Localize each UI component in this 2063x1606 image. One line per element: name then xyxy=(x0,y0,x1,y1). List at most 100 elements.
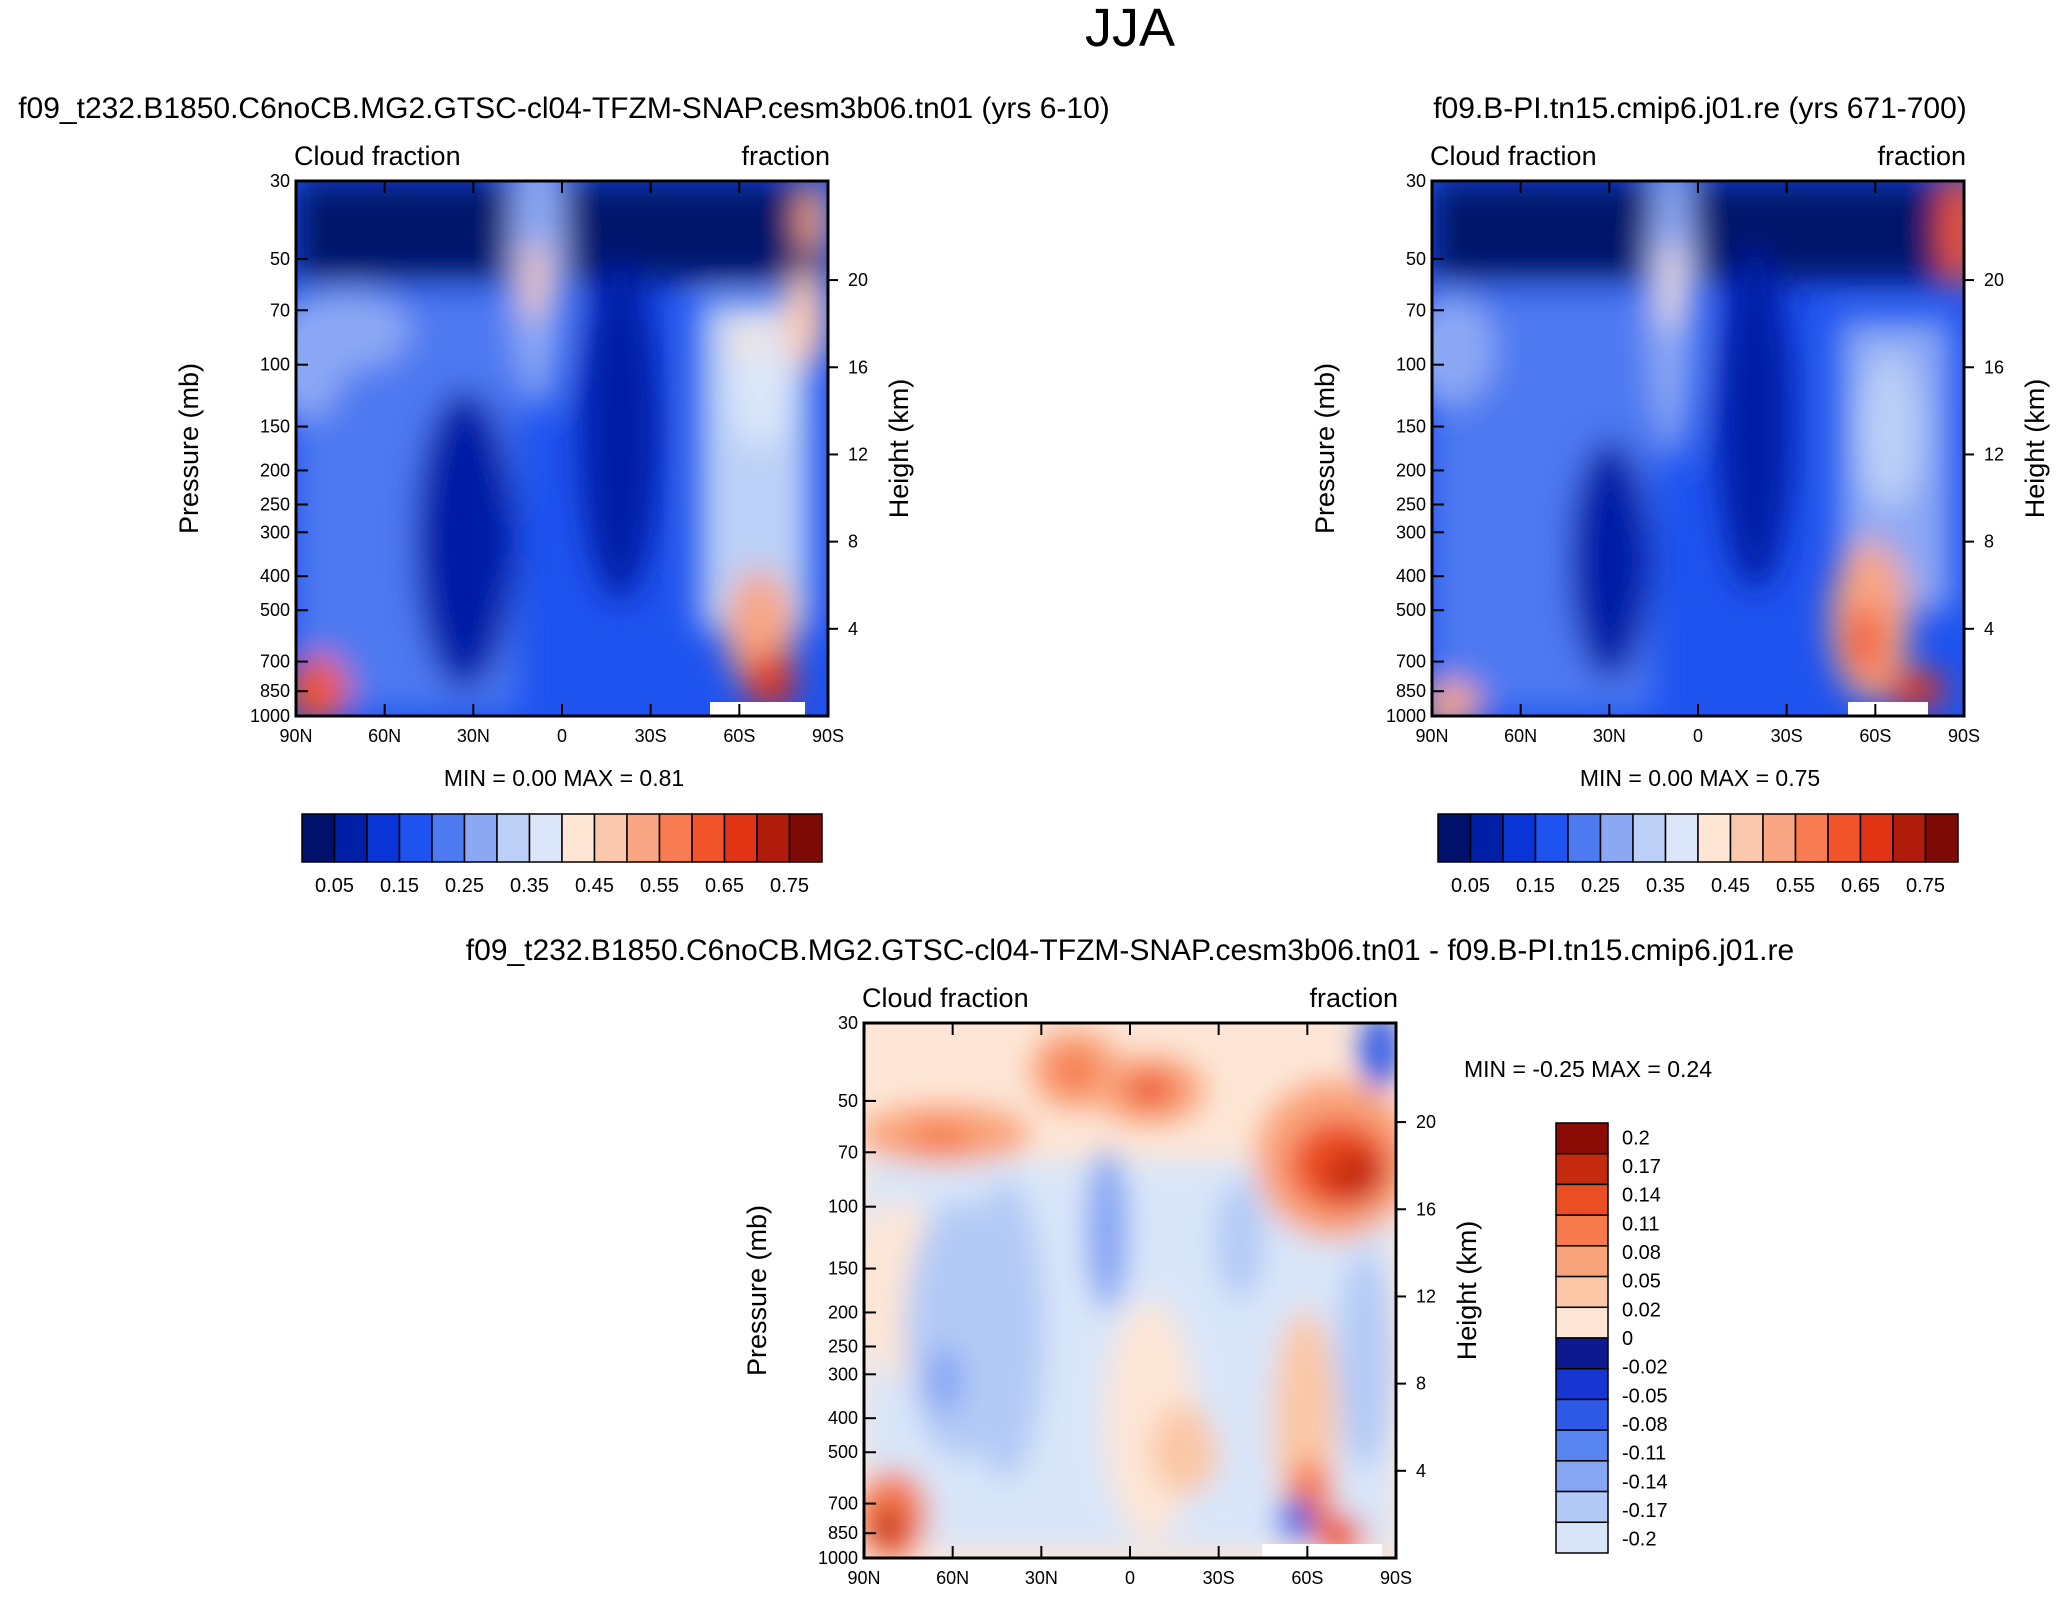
panel-3-y2tick-label: 12 xyxy=(1416,1286,1436,1306)
panel-2-ytick-label: 700 xyxy=(1396,652,1426,672)
panel-1-colorbar: 0.05 0.15 0.25 0.35 0.45 0.55 0.65 0.75 xyxy=(301,813,823,897)
panel-2-ytick-label: 400 xyxy=(1396,566,1426,586)
panel-3-colorbar-box xyxy=(1555,1337,1609,1370)
panel-1-xtick-label: 60N xyxy=(368,726,401,746)
panel-3-colorbar-label: -0.05 xyxy=(1622,1385,1668,1407)
panel-3-ytick-label: 30 xyxy=(838,1013,858,1033)
panel-3-colorbar-label: 0.02 xyxy=(1622,1299,1661,1321)
panel-3-colorbar-label: 0 xyxy=(1622,1328,1633,1350)
panel-3-y2tick-label: 16 xyxy=(1416,1199,1436,1219)
panel-2-right-label: fraction xyxy=(1877,141,1966,171)
panel-2-colorbar-label: 0.05 xyxy=(1451,875,1490,897)
panel-3-colorbar-box xyxy=(1555,1122,1609,1155)
panel-3-colorbar-box xyxy=(1555,1152,1609,1186)
panel-3-colorbar-label: -0.2 xyxy=(1622,1529,1656,1551)
panel-2-xtick-label: 60N xyxy=(1504,726,1537,746)
panel-1-colorbar-label: 0.45 xyxy=(575,875,614,897)
panel-1-colorbar-box xyxy=(756,813,791,863)
panel-2-colorbar-box xyxy=(1827,813,1862,863)
panel-3-left-label: Cloud fraction xyxy=(862,983,1029,1013)
panel-3-colorbar-label: 0.11 xyxy=(1622,1213,1659,1235)
panel-3-ytick-label: 700 xyxy=(828,1494,858,1514)
panel-1-y2tick-label: 20 xyxy=(848,270,868,290)
panel-2-ytick-label: 250 xyxy=(1396,494,1426,514)
panel-1-xtick-label: 30S xyxy=(635,726,667,746)
panel-2-xtick-label: 0 xyxy=(1693,726,1703,746)
panel-2-y2tick-label: 16 xyxy=(1984,357,2004,377)
panel-3-min-max: MIN = -0.25 MAX = 0.24 xyxy=(1464,1056,1712,1082)
panel-1-ytick-label: 50 xyxy=(270,249,290,269)
panel-1-colorbar-box xyxy=(723,813,758,863)
panel-2-colorbar-box xyxy=(1762,813,1797,863)
panel-1-ytick-label: 700 xyxy=(260,652,290,672)
panel-3-colorbar-label: -0.14 xyxy=(1622,1471,1668,1493)
panel-1-left-label: Cloud fraction xyxy=(294,141,461,171)
panel-2-xtick-label: 90N xyxy=(1415,726,1448,746)
panel-3-ytick-label: 250 xyxy=(828,1336,858,1356)
panel-1-colorbar-box xyxy=(691,813,726,863)
panel-1-ytick-label: 250 xyxy=(260,494,290,514)
panel-1-ytick-label: 850 xyxy=(260,681,290,701)
panel-1-colorbar-label: 0.65 xyxy=(705,875,744,897)
panel-1-y2tick-label: 16 xyxy=(848,357,868,377)
panel-3-colorbar-box xyxy=(1555,1367,1609,1401)
panel-1-colorbar-box xyxy=(626,813,661,863)
panel-1-ytick-label: 400 xyxy=(260,566,290,586)
panel-3-colorbar-label: -0.02 xyxy=(1622,1357,1668,1379)
panel-1-colorbar-label: 0.75 xyxy=(770,875,809,897)
panel-2-colorbar-box xyxy=(1632,813,1667,863)
panel-3-colorbar-label: 0.05 xyxy=(1622,1271,1661,1293)
panel-3-y2tick-label: 8 xyxy=(1416,1374,1426,1394)
panel-1-ytick-label: 30 xyxy=(270,171,290,191)
panel-3-colorbar-label: 0.14 xyxy=(1622,1185,1661,1207)
panel-1-axes: 305070100150200250300400500700850100090N… xyxy=(174,171,914,746)
panel-2-colorbar-box xyxy=(1729,813,1764,863)
panel-2-ytick-label: 30 xyxy=(1406,171,1426,191)
panel-3-ytick-label: 100 xyxy=(828,1197,858,1217)
panel-2-colorbar-box xyxy=(1664,813,1699,863)
panel-2-title: f09.B-PI.tn15.cmip6.j01.re (yrs 671-700) xyxy=(1433,92,1967,125)
panel-2-colorbar-box xyxy=(1892,813,1927,863)
panel-1-y2tick-label: 12 xyxy=(848,444,868,464)
panel-3-ytick-label: 300 xyxy=(828,1364,858,1384)
panel-1-colorbar-box xyxy=(431,813,466,863)
panel-1-ytick-label: 150 xyxy=(260,417,290,437)
panel-2-xtick-label: 30N xyxy=(1593,726,1626,746)
panel-3-ytick-label: 400 xyxy=(828,1408,858,1428)
panel-2-xtick-label: 90S xyxy=(1948,726,1980,746)
panel-1: f09_t232.B1850.C6noCB.MG2.GTSC-cl04-TFZM… xyxy=(18,92,1110,897)
panel-2-y2label: Height (km) xyxy=(2020,379,2050,519)
panel-1-ytick-label: 300 xyxy=(260,522,290,542)
panel-1-colorbar-box xyxy=(561,813,596,863)
panel-2-colorbar-box xyxy=(1697,813,1732,863)
panel-2-colorbar-box xyxy=(1599,813,1634,863)
panel-3-y2tick-label: 20 xyxy=(1416,1112,1436,1132)
panel-3-colorbar-box xyxy=(1555,1521,1609,1554)
panel-2-y2tick-label: 20 xyxy=(1984,270,2004,290)
panel-2-ytick-label: 50 xyxy=(1406,249,1426,269)
panel-2-colorbar-label: 0.75 xyxy=(1906,875,1945,897)
panel-3-xtick-label: 0 xyxy=(1125,1568,1135,1588)
panel-3-ytick-label: 150 xyxy=(828,1259,858,1279)
panel-1-colorbar-label: 0.35 xyxy=(510,875,549,897)
panel-3-colorbar-box xyxy=(1555,1275,1609,1309)
panel-3-ytick-label: 70 xyxy=(838,1142,858,1162)
panel-3-xtick-label: 60N xyxy=(936,1568,969,1588)
panel-1-colorbar-box xyxy=(463,813,498,863)
panel-2-ylabel: Pressure (mb) xyxy=(1310,363,1340,534)
panel-1-title: f09_t232.B1850.C6noCB.MG2.GTSC-cl04-TFZM… xyxy=(18,92,1110,125)
panel-1-colorbar-label: 0.05 xyxy=(315,875,354,897)
panel-2-left-label: Cloud fraction xyxy=(1430,141,1597,171)
panel-3: f09_t232.B1850.C6noCB.MG2.GTSC-cl04-TFZM… xyxy=(466,934,1794,1588)
panel-1-colorbar-box xyxy=(301,813,336,863)
panel-2-axes: 305070100150200250300400500700850100090N… xyxy=(1310,171,2050,746)
panel-2-y2tick-label: 4 xyxy=(1984,619,1994,639)
panel-2-colorbar-box xyxy=(1437,813,1472,863)
panel-2-colorbar-label: 0.15 xyxy=(1516,875,1555,897)
panel-1-colorbar-label: 0.15 xyxy=(380,875,419,897)
panel-1-colorbar-box xyxy=(593,813,628,863)
panel-2-colorbar-label: 0.35 xyxy=(1646,875,1685,897)
panel-3-colorbar-box xyxy=(1555,1490,1609,1524)
panel-1-colorbar-box xyxy=(366,813,401,863)
